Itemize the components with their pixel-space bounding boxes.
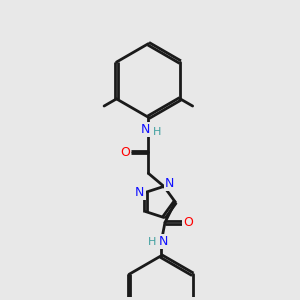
- Text: N: N: [165, 177, 174, 190]
- Text: N: N: [158, 235, 168, 248]
- Text: H: H: [148, 237, 156, 247]
- Text: H: H: [153, 127, 161, 136]
- Text: O: O: [120, 146, 130, 158]
- Text: O: O: [183, 216, 193, 229]
- Text: N: N: [135, 186, 145, 199]
- Text: N: N: [140, 123, 150, 136]
